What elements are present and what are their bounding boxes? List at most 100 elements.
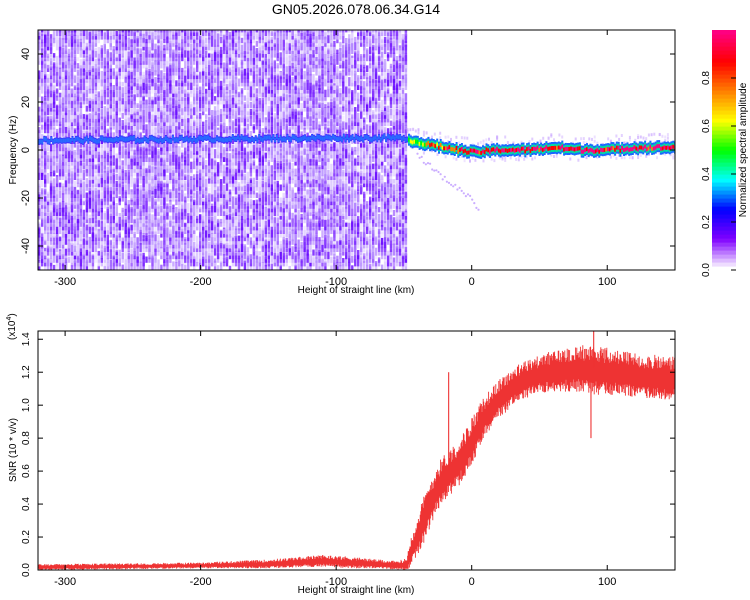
spectrogram-noise-cell [300, 232, 303, 242]
spectrogram-noise-cell [100, 246, 103, 256]
spectrogram-noise-cell [184, 160, 187, 166]
spectrogram-noise-cell [154, 248, 157, 256]
spectrogram-noise-cell [67, 112, 71, 119]
spectrogram-noise-cell [67, 228, 71, 242]
spectrogram-noise-cell [261, 78, 264, 83]
spectrogram-noise-cell [163, 44, 166, 51]
spectrogram-noise-cell [76, 174, 80, 180]
spectrogram-noise-cell [267, 106, 270, 119]
spectrogram-noise-cell [276, 236, 279, 242]
spectrogram-noise-cell [261, 83, 264, 90]
spectrogram-noise-cell [240, 243, 244, 252]
spectrogram-noise-cell [231, 208, 235, 220]
spectrogram-noise-cell [303, 241, 306, 252]
spectrogram-noise-cell [294, 175, 297, 180]
spectrogram-noise-cell [228, 73, 232, 80]
spectrogram-noise-cell [79, 228, 83, 234]
spectrogram-noise-cell [73, 224, 77, 234]
spectrogram-noise-cell [124, 235, 127, 249]
spectrogram-noise-cell [151, 52, 154, 58]
spectrogram-noise-cell [213, 224, 217, 231]
spectrogram-noise-cell [154, 234, 157, 245]
spectrogram-noise-cell [124, 35, 127, 47]
spectrogram-noise-cell [282, 30, 285, 33]
spectrogram-noise-cell [300, 93, 303, 98]
spectrogram-noise-cell [282, 141, 285, 152]
spectrogram-noise-cell [240, 186, 244, 191]
spectrogram-noise-cell [213, 172, 217, 177]
spectrogram-noise-cell [148, 207, 151, 220]
spectrogram-noise-cell [100, 152, 103, 159]
spectrogram-noise-cell [38, 163, 41, 170]
spectrogram-noise-cell [202, 72, 205, 80]
spectrogram-noise-cell [127, 200, 130, 206]
spectrogram-noise-cell [231, 251, 235, 256]
spectrogram-noise-cell [148, 35, 151, 40]
spectrogram-noise-cell [199, 215, 202, 220]
spectrogram-noise-cell [121, 130, 124, 137]
spectrogram-noise-cell [88, 236, 92, 242]
spectrogram-noise-cell [279, 246, 282, 260]
spectrogram-noise-cell [258, 251, 261, 256]
spectrogram-noise-cell [106, 117, 109, 123]
spectrogram-noise-cell [219, 122, 223, 130]
spectrogram-noise-cell [288, 127, 291, 134]
spectrogram-noise-cell [106, 62, 109, 69]
spectrogram-noise-cell [169, 124, 172, 130]
spectrogram-noise-cell [187, 66, 190, 72]
spectrogram-noise-cell [255, 243, 259, 256]
spectrogram-noise-cell [208, 138, 211, 148]
spectrogram-noise-cell [94, 159, 98, 166]
spectrogram-noise-cell [106, 236, 109, 242]
spectrogram-noise-cell [196, 87, 199, 94]
spectrogram-noise-cell [252, 200, 256, 206]
spectrogram-noise-cell [166, 237, 169, 245]
spectrogram-noise-cell [208, 187, 211, 195]
spectrogram-noise-cell [210, 221, 214, 231]
spectrogram-noise-cell [70, 240, 74, 245]
spectrogram-noise-cell [294, 198, 297, 206]
spectrogram-noise-cell [58, 203, 62, 209]
spectrogram-noise-cell [88, 126, 92, 137]
spectrogram-noise-cell [175, 91, 178, 105]
spectrogram-noise-cell [255, 40, 259, 47]
spectrogram-noise-cell [252, 160, 256, 166]
spectrogram-noise-cell [139, 210, 142, 216]
spectrogram-noise-cell [294, 143, 297, 148]
spectrogram-noise-cell [148, 257, 151, 263]
spectrogram-noise-cell [76, 220, 80, 231]
spectrogram-noise-cell [142, 247, 145, 252]
spectrogram-noise-cell [246, 184, 250, 191]
spectrogram-noise-cell [300, 244, 303, 252]
spectrogram-noise-cell [225, 72, 229, 80]
spectrogram-noise-cell [205, 225, 208, 231]
spectrogram-noise-cell [79, 169, 83, 180]
spectrogram-noise-cell [112, 221, 115, 234]
spectrogram-noise-cell [240, 52, 244, 58]
spectrogram-noise-cell [109, 213, 112, 224]
spectrogram-noise-cell [279, 163, 282, 170]
spectrogram-noise-cell [187, 141, 190, 152]
spectrogram-noise-cell [160, 101, 163, 108]
spectrogram-noise-cell [240, 234, 244, 242]
spectrogram-noise-cell [52, 55, 56, 62]
spectrogram-noise-cell [222, 254, 226, 260]
spectrogram-noise-cell [79, 79, 83, 90]
spectrogram-noise-cell [82, 48, 86, 54]
spectrogram-noise-cell [97, 182, 100, 195]
spectrogram-noise-cell [202, 30, 205, 36]
spectrogram-noise-cell [190, 195, 193, 202]
spectrogram-noise-cell [181, 226, 184, 231]
spectrogram-noise-cell [94, 171, 98, 177]
spectrogram-noise-cell [64, 224, 68, 231]
spectrogram-noise-cell [91, 30, 95, 36]
spectrogram-noise-cell [172, 138, 175, 144]
spectrogram-noise-cell [79, 128, 83, 134]
spectrogram-noise-cell [184, 255, 187, 263]
spectrogram-noise-cell [219, 230, 223, 238]
spectrogram-noise-cell [88, 264, 92, 270]
spectrogram-noise-cell [193, 32, 196, 40]
spectrogram-noise-cell [61, 126, 65, 137]
spectrogram-noise-cell [178, 30, 181, 36]
spectrogram-noise-cell [276, 175, 279, 180]
